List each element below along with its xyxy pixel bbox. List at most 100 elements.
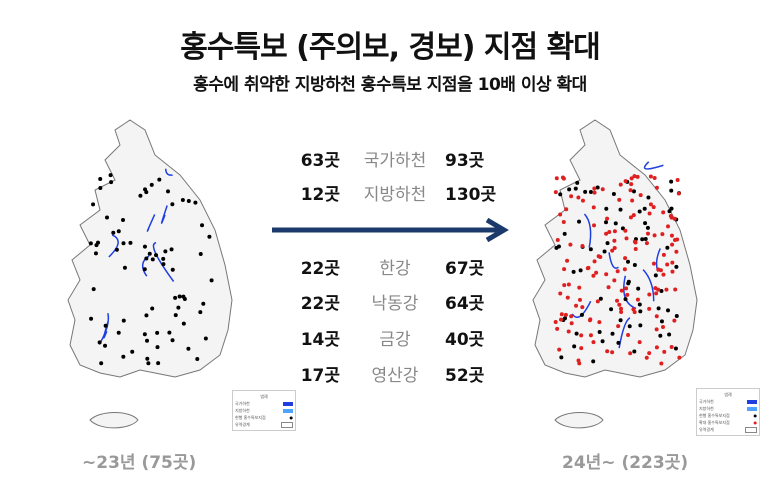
expanded-station	[597, 320, 602, 325]
expanded-station	[654, 345, 659, 350]
current-station	[161, 262, 166, 267]
expanded-station	[656, 267, 661, 272]
legend-local: 지방하천	[235, 407, 293, 414]
current-station	[598, 296, 603, 301]
current-station	[609, 307, 614, 312]
expanded-station	[647, 351, 652, 356]
row-han: 22곳 한강 67곳	[300, 259, 485, 279]
current-station	[632, 349, 637, 354]
expanded-station	[624, 236, 629, 241]
current-station	[142, 244, 147, 249]
current-station	[611, 192, 616, 197]
expanded-station	[656, 287, 661, 292]
current-station	[618, 318, 623, 323]
expanded-station	[626, 332, 631, 337]
current-station	[121, 318, 126, 323]
expanded-station	[559, 312, 564, 317]
expanded-station	[610, 350, 615, 355]
current-station	[128, 240, 133, 245]
legend-national: 국가하천	[699, 398, 757, 405]
current-station	[637, 302, 642, 307]
current-station	[170, 267, 175, 272]
current-station	[209, 278, 214, 283]
current-station	[147, 251, 152, 256]
current-station	[144, 313, 149, 318]
current-station	[600, 339, 605, 344]
expanded-station	[625, 292, 630, 297]
expanded-station	[669, 233, 674, 238]
current-station	[201, 301, 206, 306]
current-station	[157, 177, 162, 182]
current-station	[563, 316, 568, 321]
expanded-station	[651, 205, 656, 210]
expanded-station	[615, 298, 620, 303]
current-station	[176, 305, 181, 310]
expanded-station	[672, 216, 677, 221]
expanded-station	[635, 174, 640, 179]
expanded-station	[670, 242, 675, 247]
river	[643, 161, 664, 170]
current-station	[207, 234, 212, 239]
current-station	[195, 356, 200, 361]
expanded-station	[660, 232, 665, 237]
current-station	[575, 180, 580, 185]
current-station	[121, 217, 126, 222]
current-station	[558, 192, 563, 197]
current-station	[155, 345, 160, 350]
expanded-station	[664, 287, 669, 292]
row-national: 63곳 국가하천 93곳	[300, 151, 485, 171]
current-station	[642, 206, 647, 211]
expanded-station	[579, 333, 584, 338]
current-station	[105, 215, 110, 220]
expanded-station	[629, 176, 634, 181]
expanded-station	[596, 254, 601, 259]
expanded-station	[629, 182, 634, 187]
legend-title: 범례	[260, 393, 268, 399]
jeju-island	[89, 412, 139, 429]
current-station	[578, 268, 583, 273]
legend-national: 국가하천	[235, 400, 293, 407]
expanded-station	[628, 215, 633, 220]
expanded-station	[585, 266, 590, 271]
current-station	[618, 207, 623, 212]
current-station	[573, 186, 578, 191]
expanded-station	[673, 287, 678, 292]
current-station	[181, 321, 186, 326]
current-station	[669, 179, 674, 184]
legend-after: 범례 국가하천 지방하천 현행 홍수특보지점 ● 확대 홍수특보지점 ● 유역경계	[696, 388, 760, 436]
expanded-station	[635, 297, 640, 302]
expanded-station	[569, 321, 574, 326]
current-station	[181, 294, 186, 299]
expanded-station	[628, 351, 633, 356]
expanded-station	[604, 272, 609, 277]
expanded-station	[624, 286, 629, 291]
current-station	[588, 189, 593, 194]
current-station	[640, 237, 645, 242]
expanded-station	[565, 258, 570, 263]
current-station	[146, 361, 151, 366]
expanded-station	[605, 216, 610, 221]
expanded-station	[576, 358, 581, 363]
current-station	[94, 243, 99, 248]
expanded-station	[652, 175, 657, 180]
expanded-station	[561, 220, 566, 225]
expanded-station	[612, 246, 617, 251]
legend-title: 범례	[724, 391, 732, 397]
current-station	[674, 264, 679, 269]
expanded-station	[623, 256, 628, 261]
expanded-station	[558, 212, 563, 217]
current-station	[145, 356, 150, 361]
current-station	[616, 340, 621, 345]
current-station	[567, 187, 572, 192]
expanded-station	[557, 347, 562, 352]
page-title: 홍수특보 (주의보, 경보) 지점 확대	[180, 30, 600, 65]
expanded-station	[612, 238, 617, 243]
expanded-station	[592, 259, 597, 264]
current-station	[193, 200, 198, 205]
current-station	[111, 230, 116, 235]
expanded-station	[633, 247, 638, 252]
current-station	[93, 251, 98, 256]
expanded-station	[665, 262, 670, 267]
current-station	[577, 219, 582, 224]
